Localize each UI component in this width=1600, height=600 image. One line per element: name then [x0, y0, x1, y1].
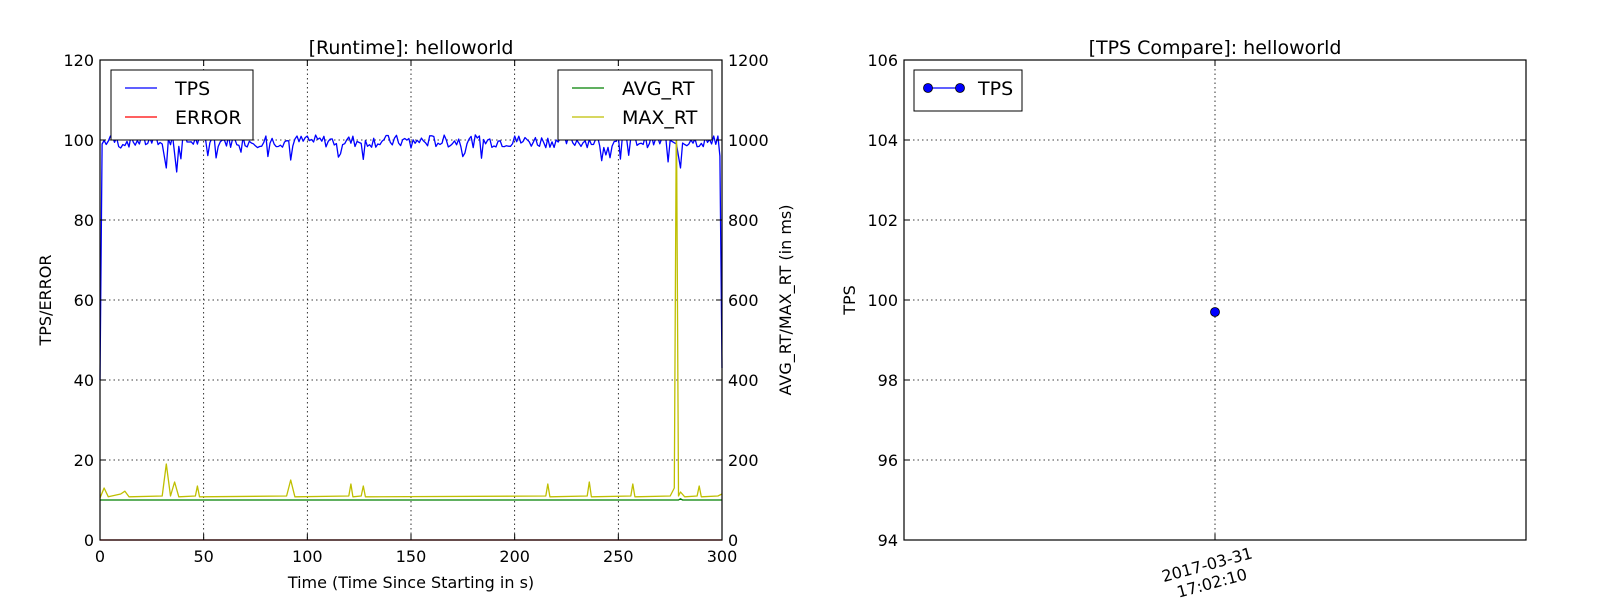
- y-axis-label: TPS/ERROR: [36, 254, 55, 346]
- y-tick-label: 80: [74, 211, 94, 230]
- runtime-chart: 0 50 100 150 200 250 3000204060801001200200400…: [36, 37, 796, 592]
- y-tick-label: 100: [867, 291, 898, 310]
- legend-marker: [955, 83, 965, 93]
- legend-left-box: [110, 69, 254, 141]
- legend-compare-box: [913, 69, 1023, 112]
- legend-label-error: ERROR: [175, 107, 242, 129]
- y-tick-label: 102: [867, 211, 898, 230]
- chart-title: [TPS Compare]: helloworld: [1089, 37, 1342, 59]
- y-tick-label: 60: [74, 291, 94, 310]
- y-tick-label: 20: [74, 451, 94, 470]
- y-tick-label: 120: [63, 51, 94, 70]
- chart-title: [Runtime]: helloworld: [309, 37, 514, 59]
- x-tick-label: 250: [603, 547, 634, 566]
- legend-right-box: [557, 69, 713, 141]
- x-tick-label: 100: [292, 547, 323, 566]
- y-tick-label: 104: [867, 131, 898, 150]
- y2-axis-label: AVG_RT/MAX_RT (in ms): [776, 205, 796, 396]
- series-line-max_rt: [99, 103, 723, 499]
- series-line-avg_rt: [100, 498, 722, 501]
- y-tick-label: 96: [878, 451, 898, 470]
- x-tick-label: 300: [707, 547, 738, 566]
- y-tick-label: 94: [878, 531, 898, 550]
- y-tick-label: 98: [878, 371, 898, 390]
- y-tick-label: 0: [84, 531, 94, 550]
- legend-label-avg_rt: AVG_RT: [622, 78, 695, 100]
- y-tick-label: 106: [867, 51, 898, 70]
- series-line-tps: [99, 134, 723, 381]
- legend-left: TPS ERROR: [110, 69, 254, 141]
- legend-right: AVG_RT MAX_RT: [557, 69, 713, 141]
- y-tick-label: 100: [63, 131, 94, 150]
- y2-tick-label: 600: [728, 291, 759, 310]
- y2-tick-label: 200: [728, 451, 759, 470]
- legend-label-tps: TPS: [977, 78, 1013, 100]
- y2-tick-label: 1000: [728, 131, 769, 150]
- data-point: [1210, 307, 1220, 317]
- legend-label-tps: TPS: [174, 78, 210, 100]
- legend-compare: TPS: [913, 69, 1023, 112]
- y-tick-label: 40: [74, 371, 94, 390]
- legend-label-max_rt: MAX_RT: [622, 107, 698, 129]
- x-tick-label: 150: [396, 547, 427, 566]
- legend-marker: [923, 83, 933, 93]
- x-tick-label: 0: [95, 547, 105, 566]
- x-tick-label: 2017-03-3117:02:10: [1160, 544, 1260, 600]
- y2-tick-label: 0: [728, 531, 738, 550]
- tps-compare-chart: 94 96 98 100 102 104 106 2017-03-3117:02:10 [TPS…: [840, 37, 1527, 600]
- y2-tick-label: 800: [728, 211, 759, 230]
- y2-tick-label: 400: [728, 371, 759, 390]
- x-tick-label: 200: [499, 547, 530, 566]
- y2-tick-label: 1200: [728, 51, 769, 70]
- x-tick-label: 50: [193, 547, 213, 566]
- x-axis-label: Time (Time Since Starting in s): [287, 573, 534, 592]
- y-axis-label: TPS: [840, 285, 859, 316]
